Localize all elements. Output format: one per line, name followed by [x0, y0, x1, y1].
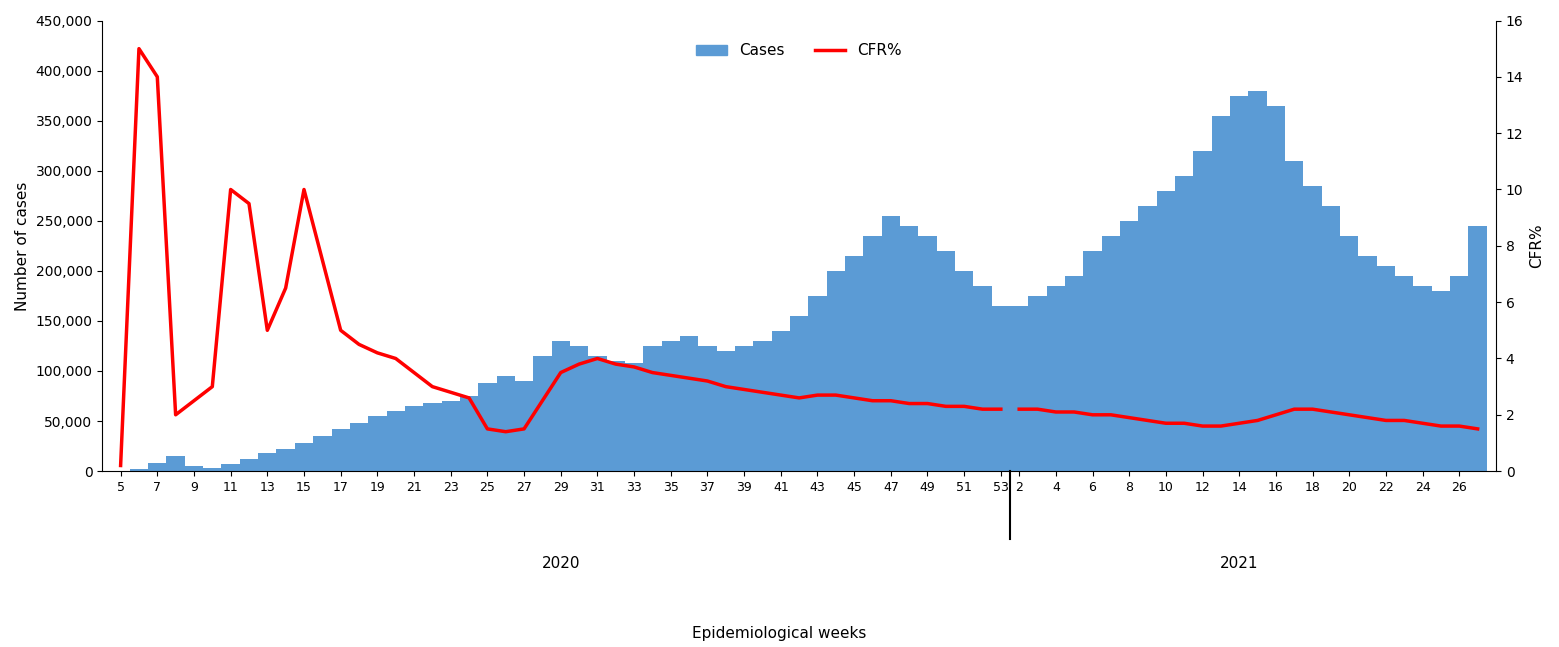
Bar: [1303, 186, 1322, 471]
Bar: [422, 403, 441, 471]
Bar: [992, 306, 1010, 471]
Bar: [808, 296, 826, 471]
Bar: [680, 336, 698, 471]
Bar: [845, 256, 864, 471]
Bar: [387, 411, 405, 471]
Bar: [753, 341, 772, 471]
Bar: [221, 464, 240, 471]
Bar: [1450, 276, 1469, 471]
Bar: [295, 443, 313, 471]
Bar: [1029, 296, 1046, 471]
Bar: [698, 346, 717, 471]
Bar: [625, 363, 644, 471]
Bar: [1102, 236, 1119, 471]
Bar: [1084, 251, 1102, 471]
Bar: [1395, 276, 1414, 471]
Bar: [956, 271, 973, 471]
Bar: [1175, 176, 1193, 471]
Y-axis label: CFR%: CFR%: [1529, 223, 1543, 268]
Bar: [1431, 291, 1450, 471]
Bar: [240, 459, 259, 471]
Bar: [588, 356, 606, 471]
Bar: [882, 216, 900, 471]
Bar: [1267, 105, 1285, 471]
Bar: [1119, 221, 1138, 471]
Y-axis label: Number of cases: Number of cases: [16, 181, 30, 311]
Bar: [1211, 116, 1230, 471]
Bar: [864, 236, 882, 471]
Bar: [937, 251, 956, 471]
Bar: [1469, 226, 1487, 471]
Bar: [349, 423, 368, 471]
Bar: [368, 416, 387, 471]
Bar: [1341, 236, 1358, 471]
Bar: [1046, 286, 1065, 471]
Bar: [129, 469, 148, 471]
Bar: [332, 429, 349, 471]
Bar: [1193, 151, 1211, 471]
Bar: [1377, 266, 1395, 471]
Bar: [571, 346, 588, 471]
Bar: [259, 453, 276, 471]
Bar: [441, 401, 460, 471]
Bar: [1230, 96, 1249, 471]
Bar: [276, 449, 295, 471]
Bar: [1285, 160, 1303, 471]
Bar: [1414, 286, 1431, 471]
Bar: [790, 316, 808, 471]
Bar: [1138, 206, 1157, 471]
Bar: [918, 236, 937, 471]
Bar: [1010, 306, 1029, 471]
Bar: [1249, 91, 1267, 471]
Bar: [533, 356, 552, 471]
Bar: [644, 346, 661, 471]
Bar: [148, 463, 167, 471]
Bar: [313, 436, 332, 471]
Bar: [203, 468, 221, 471]
Bar: [826, 271, 845, 471]
Bar: [167, 456, 186, 471]
Bar: [973, 286, 992, 471]
Bar: [514, 381, 533, 471]
Bar: [186, 466, 203, 471]
Bar: [900, 226, 918, 471]
Bar: [460, 396, 479, 471]
Bar: [479, 383, 497, 471]
Bar: [497, 376, 514, 471]
Bar: [552, 341, 571, 471]
Legend: Cases, CFR%: Cases, CFR%: [691, 37, 909, 64]
Text: 2021: 2021: [1221, 556, 1258, 571]
Bar: [1065, 276, 1084, 471]
Bar: [405, 406, 422, 471]
Bar: [717, 351, 734, 471]
Bar: [606, 361, 625, 471]
Text: Epidemiological weeks: Epidemiological weeks: [692, 626, 867, 641]
Bar: [1322, 206, 1341, 471]
Bar: [1358, 256, 1377, 471]
Text: 2020: 2020: [541, 556, 580, 571]
Bar: [661, 341, 680, 471]
Bar: [734, 346, 753, 471]
Bar: [772, 331, 790, 471]
Bar: [1157, 191, 1175, 471]
